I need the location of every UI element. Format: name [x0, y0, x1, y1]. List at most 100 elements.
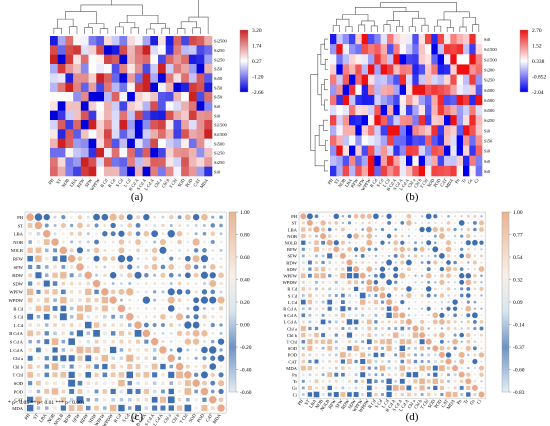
correlation-square — [341, 327, 345, 330]
row-label: SDW — [13, 281, 24, 286]
heatmap-cell — [361, 145, 369, 157]
correlation-circle — [426, 293, 431, 298]
correlation-square — [407, 333, 411, 337]
heatmap-cell — [96, 82, 105, 93]
heatmap-cell — [437, 115, 445, 126]
row-label: NOB — [13, 240, 23, 245]
correlation-circle — [381, 254, 384, 258]
correlation-square — [394, 373, 398, 377]
heatmap-cell — [374, 105, 381, 116]
correlation-square — [367, 346, 371, 350]
row-dendrogram-branch — [324, 140, 328, 151]
correlation-square — [308, 313, 312, 317]
heatmap-cell — [73, 92, 82, 102]
correlation-circle — [143, 322, 149, 328]
correlation-circle — [479, 227, 484, 232]
heatmap-cell — [336, 125, 343, 136]
correlation-square — [348, 327, 351, 330]
correlation-square — [127, 397, 132, 402]
correlation-square — [301, 287, 306, 291]
correlation-circle — [193, 305, 200, 312]
heatmap-cell — [406, 44, 413, 55]
heatmap-cell — [336, 165, 343, 177]
correlation-circle — [459, 358, 465, 365]
correlation-circle — [219, 315, 223, 319]
diagonal-mark — [445, 358, 452, 365]
row-label: Si0 — [484, 128, 491, 133]
panel-label-a: (a) — [131, 191, 144, 203]
correlation-square — [361, 280, 365, 284]
correlation-circle — [193, 297, 200, 304]
row-label: Si50 — [214, 76, 223, 81]
correlation-square — [407, 392, 411, 397]
colorbar — [501, 211, 510, 393]
correlation-circle — [439, 345, 445, 351]
correlation-square — [159, 396, 166, 403]
correlation-circle — [440, 215, 444, 218]
correlation-square — [94, 356, 99, 361]
correlation-circle — [387, 220, 392, 225]
heatmap-cell — [469, 105, 476, 116]
column-dendrogram-branch — [332, 25, 340, 32]
heatmap-cell — [450, 34, 457, 45]
correlation-square — [76, 346, 84, 354]
correlation-circle — [119, 282, 123, 286]
correlation-square — [308, 326, 312, 331]
heatmap-cell — [387, 155, 394, 167]
correlation-square — [307, 385, 312, 390]
correlation-circle — [453, 215, 457, 218]
correlation-circle — [480, 234, 483, 238]
row-label: Si1500 — [214, 132, 228, 137]
heatmap-cell — [475, 84, 483, 96]
heatmap-cell — [88, 166, 97, 177]
heatmap-cell — [204, 92, 213, 102]
correlation-square — [35, 247, 42, 254]
correlation-square — [69, 281, 74, 286]
column-dendrogram-branch — [380, 2, 457, 12]
correlation-square — [394, 346, 398, 350]
heatmap-cell — [65, 36, 74, 46]
heatmap-cell — [437, 34, 445, 45]
heatmap-cell — [142, 45, 151, 55]
correlation-square — [327, 345, 333, 351]
correlation-square — [53, 265, 57, 269]
correlation-square — [36, 281, 41, 286]
row-label: T Chl — [12, 373, 23, 378]
heatmap-cell — [165, 101, 174, 111]
correlation-square — [321, 353, 325, 357]
correlation-square — [361, 313, 365, 317]
heatmap-cell — [393, 84, 400, 96]
heatmap-cell — [181, 73, 190, 83]
correlation-circle — [405, 259, 412, 266]
correlation-circle — [426, 240, 432, 246]
correlation-circle — [328, 215, 331, 218]
heatmap-cell — [134, 129, 143, 139]
correlation-circle — [320, 227, 326, 232]
correlation-square — [387, 333, 391, 337]
heatmap-cell — [406, 54, 413, 65]
correlation-circle — [472, 319, 477, 324]
correlation-circle — [453, 248, 457, 251]
correlation-circle — [453, 294, 457, 297]
heatmap-cell — [111, 120, 120, 130]
row-label: Si0 — [484, 149, 491, 154]
correlation-circle — [433, 333, 438, 337]
heatmap-cell — [80, 110, 89, 121]
heatmap-cell — [142, 166, 151, 177]
correlation-circle — [434, 300, 437, 304]
correlation-circle — [169, 331, 173, 335]
heatmap-cell — [181, 82, 190, 93]
heatmap-cell — [88, 64, 97, 74]
heatmap-cell — [380, 54, 388, 65]
correlation-square — [69, 348, 74, 352]
correlation-square — [28, 231, 32, 236]
heatmap-cell — [463, 105, 470, 116]
correlation-circle — [167, 230, 175, 238]
correlation-square — [393, 312, 399, 318]
row-label: S Cd — [288, 293, 298, 298]
correlation-square — [111, 356, 115, 361]
heatmap-cell — [181, 92, 190, 102]
correlation-circle — [178, 306, 182, 310]
correlation-square — [27, 364, 33, 369]
correlation-square — [301, 379, 305, 383]
